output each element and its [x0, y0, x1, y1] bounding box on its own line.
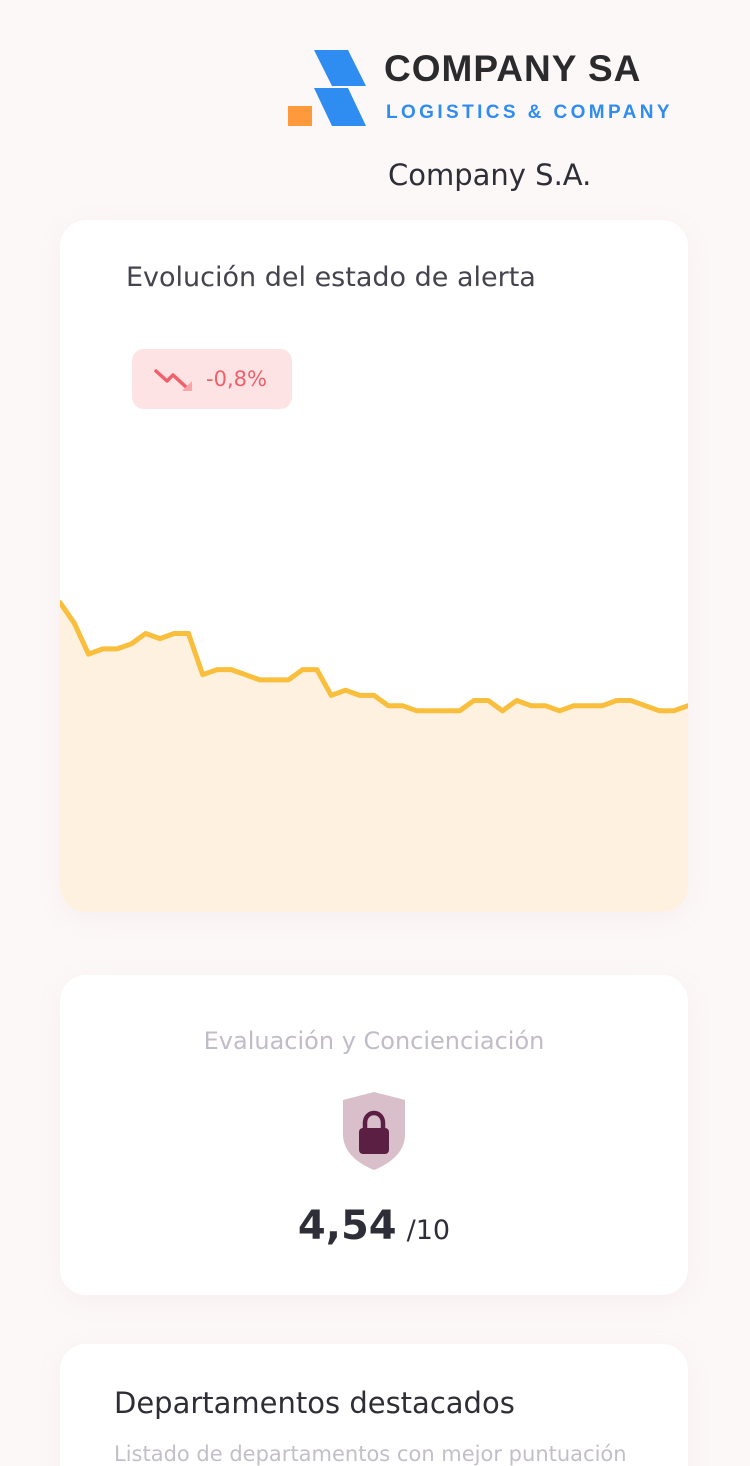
score-display: 4,54/10: [60, 1203, 688, 1249]
trend-down-icon: [154, 369, 192, 391]
score-title: Evaluación y Concienciación: [203, 1027, 545, 1055]
featured-departments-card[interactable]: Departamentos destacados Listado de depa…: [60, 1344, 688, 1466]
logo-subtitle: LOGISTICS & COMPANY: [386, 102, 673, 123]
shield-lock-icon: [343, 1092, 405, 1170]
awareness-score-card[interactable]: Evaluación y Concienciación 4,54/10: [60, 975, 688, 1295]
alert-evolution-card[interactable]: Evolución del estado de alerta -0,8%: [60, 220, 688, 912]
chart-series-line: [60, 600, 688, 714]
departments-subtitle: Listado de departamentos con mejor puntu…: [114, 1442, 627, 1466]
card-title: Evolución del estado de alerta: [126, 262, 536, 293]
company-logo: COMPANY SA LOGISTICS & COMPANY: [286, 46, 696, 130]
chart-area-fill: [60, 602, 688, 912]
alert-area-chart: [60, 600, 688, 912]
departments-title: Departamentos destacados: [114, 1386, 515, 1420]
score-max: /10: [406, 1215, 451, 1246]
logo-title: COMPANY SA: [384, 48, 642, 89]
change-badge: -0,8%: [132, 349, 292, 409]
change-value: -0,8%: [206, 367, 267, 391]
score-value: 4,54: [297, 1203, 397, 1249]
logo-mark-icon: [288, 50, 366, 126]
company-name: Company S.A.: [388, 158, 592, 192]
